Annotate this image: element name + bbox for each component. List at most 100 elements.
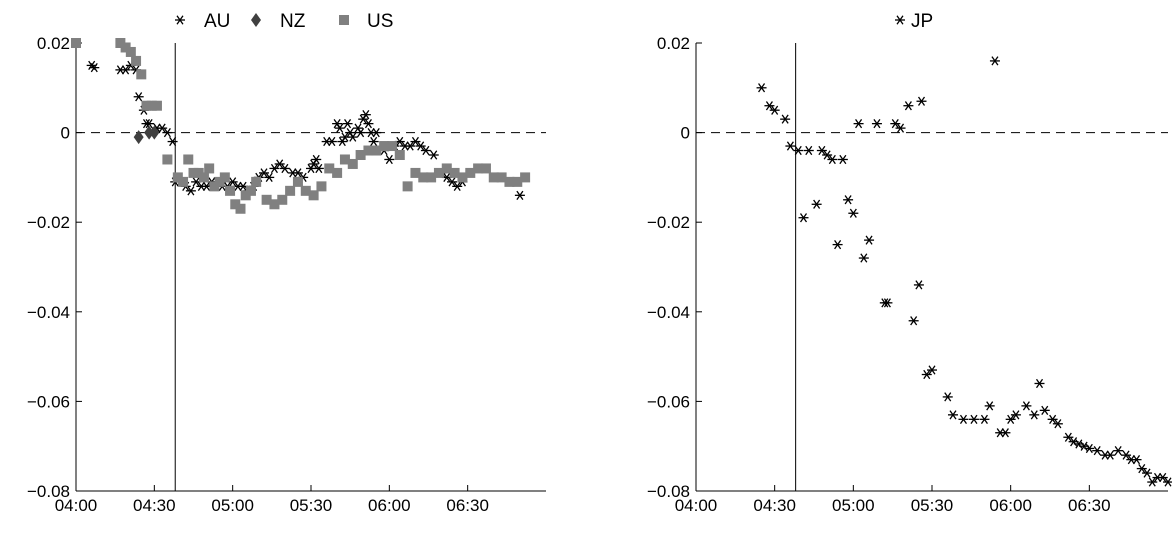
data-point-au [410, 136, 421, 147]
legend-label-us: US [367, 11, 393, 32]
data-point-jp [1121, 450, 1132, 460]
data-point-jp [1034, 378, 1045, 389]
data-point-jp [903, 101, 914, 111]
data-point-us [488, 172, 499, 183]
data-point-us [457, 172, 468, 183]
data-point-au-stroke [349, 132, 357, 142]
data-point-us [332, 167, 343, 178]
legend-label-jp: JP [911, 11, 933, 32]
data-point-jp-stroke [813, 199, 821, 209]
data-point-us [371, 145, 382, 156]
data-point-jp-stroke [1080, 441, 1088, 451]
data-point-jp [832, 239, 843, 250]
legend-marker-us [339, 15, 349, 25]
data-point-au-stroke [385, 154, 393, 165]
data-point-au-stroke [294, 168, 302, 178]
data-point-us [245, 185, 256, 196]
data-point-us [418, 172, 429, 183]
data-point-jp [927, 365, 937, 375]
data-point-au-stroke [336, 123, 344, 133]
data-point-us [209, 181, 220, 192]
data-point-jp [890, 119, 901, 129]
data-point-jp-stroke [883, 298, 891, 308]
data-point-jp-stroke [1007, 414, 1015, 424]
data-point-us [136, 69, 147, 80]
data-point-us [141, 100, 152, 111]
data-point-jp-stroke [1101, 450, 1109, 460]
data-point-au-stroke [357, 127, 365, 138]
data-point-us [308, 190, 319, 201]
data-point-us [433, 167, 444, 178]
data-point-jp [908, 316, 919, 326]
data-point-jp [1047, 414, 1058, 424]
data-point-jp-stroke [1106, 450, 1114, 460]
data-point-us [120, 42, 131, 53]
data-point-jp-stroke [1093, 446, 1101, 456]
data-point-jp [1131, 455, 1142, 465]
data-point-jp-stroke [949, 410, 957, 420]
data-point-au-stroke [411, 136, 419, 147]
data-point-au-stroke [417, 141, 425, 151]
data-point-us [410, 167, 421, 178]
data-point-jp [827, 154, 838, 165]
data-point-au [274, 159, 285, 169]
data-point-jp-stroke [1075, 439, 1083, 449]
data-point-jp-stroke [991, 56, 999, 66]
data-point-jp [769, 105, 780, 115]
data-point-us [355, 150, 366, 160]
x-tick-label: 06:00 [989, 496, 1032, 515]
data-point-au [452, 181, 463, 191]
data-point-jp-stroke [823, 150, 831, 160]
data-point-us [512, 176, 523, 187]
data-point-au [334, 123, 345, 133]
data-point-au-stroke [158, 123, 166, 133]
data-point-jp [1113, 446, 1124, 456]
x-tick-label: 05:00 [211, 496, 254, 515]
data-point-jp-stroke [915, 280, 923, 290]
data-point-au [279, 163, 290, 174]
y-tick-label: 0 [681, 124, 690, 143]
data-point-us [204, 163, 215, 174]
data-point-us [402, 181, 413, 192]
data-point-au [264, 172, 275, 183]
data-point-au-stroke [145, 119, 153, 129]
data-point-au-stroke [229, 177, 237, 187]
data-point-jp [916, 96, 927, 106]
y-tick-label: −0.04 [27, 303, 70, 322]
data-point-jp-stroke [765, 101, 773, 111]
data-point-jp-stroke [844, 195, 852, 205]
data-point-au [292, 168, 303, 178]
data-point-au-stroke [265, 172, 273, 183]
data-point-au [311, 154, 322, 165]
x-tick-label: 06:00 [368, 496, 411, 515]
data-point-au-stroke [323, 136, 331, 147]
data-point-us [347, 158, 358, 169]
data-point-jp-stroke [818, 145, 826, 156]
data-point-us [183, 154, 194, 165]
y-tick-label: −0.04 [647, 303, 690, 322]
data-point-jp-stroke [1114, 446, 1122, 456]
data-point-jp [1105, 450, 1116, 460]
data-point-us [480, 163, 491, 174]
x-tick-label: 06:30 [1068, 496, 1111, 515]
data-point-jp [984, 401, 995, 411]
data-point-jp-stroke [970, 414, 978, 424]
data-point-jp-stroke [959, 414, 967, 424]
data-point-jp-stroke [917, 96, 926, 106]
data-point-jp-stroke [1041, 405, 1049, 415]
data-point-jp-stroke [897, 123, 905, 133]
data-point-jp-stroke [828, 154, 836, 165]
data-point-jp-stroke [928, 365, 936, 375]
data-point-jp-stroke [849, 208, 857, 218]
data-point-au-stroke [276, 159, 284, 169]
data-point-au-stroke [370, 136, 378, 147]
y-tick-label: −0.02 [27, 213, 70, 232]
data-point-jp-stroke [1122, 450, 1130, 460]
data-point-us [125, 46, 136, 57]
legend-marker-au [175, 15, 185, 25]
data-point-au [368, 136, 379, 147]
series-jp [756, 56, 1172, 487]
data-point-jp-stroke [758, 83, 766, 93]
